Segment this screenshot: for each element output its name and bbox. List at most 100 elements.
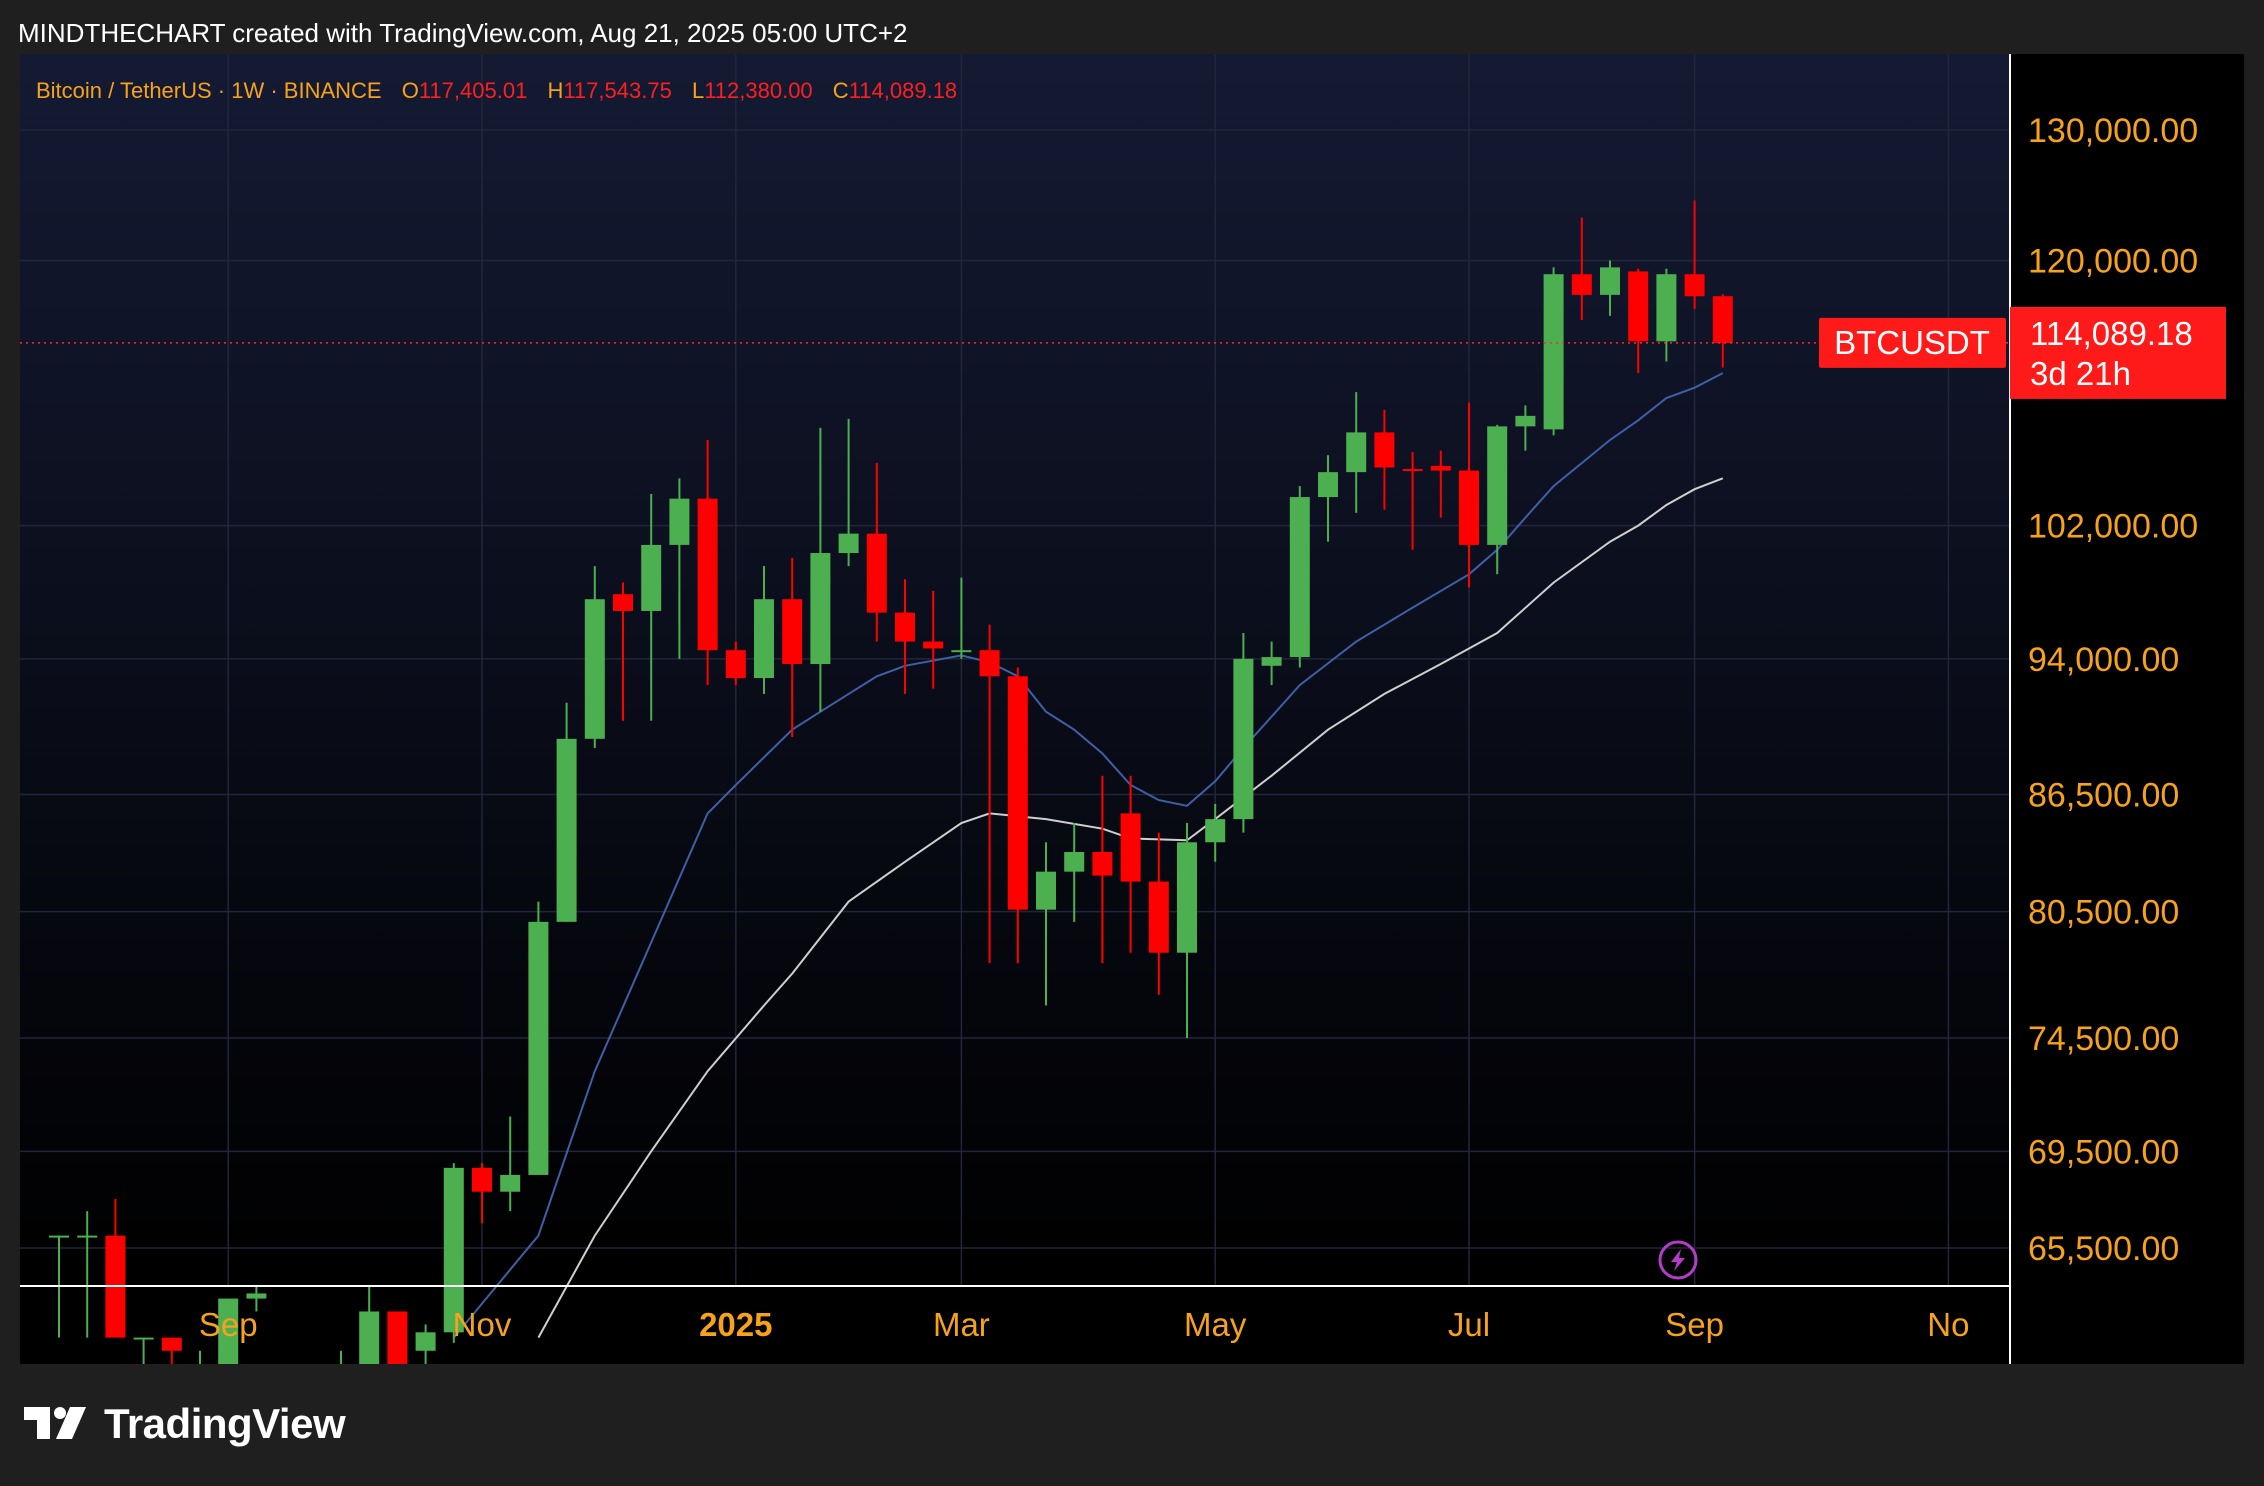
x-tick-label-5: Jul [1448,1306,1490,1343]
candle-41 [1205,803,1226,862]
x-tick-label-7: No [1927,1306,1969,1343]
candle-body-45 [1318,472,1338,498]
x-tick-label-4: May [1184,1306,1247,1343]
candle-body-44 [1289,497,1310,658]
candle-body-22 [669,498,690,545]
x-tick-label-2: 2025 [699,1306,772,1343]
candle-body-20 [613,594,633,611]
symbol-tag: BTCUSDT [1834,324,1990,361]
candle-body-48 [1402,469,1423,472]
candle-body-58 [1684,274,1705,297]
candle-45 [1318,455,1338,542]
candle-body-47 [1374,432,1395,468]
price-tag-countdown: 3d 21h [2030,355,2131,392]
x-tick-label-6: Sep [1665,1306,1724,1343]
candle-56 [1628,268,1649,374]
x-tick-label-3: Mar [933,1306,990,1343]
candle-36 [1064,822,1085,922]
candle-55 [1600,260,1620,316]
legend-o-label: O [402,78,419,103]
lightning-icon[interactable] [1658,1240,1698,1280]
legend-l-label: L [692,78,704,103]
price-chart[interactable]: 130,000.00 120,000.00 102,000.00 94,000.00 8… [20,54,2244,1364]
candle-25 [754,566,774,694]
candle-58 [1684,200,1705,309]
candle-38 [1120,775,1141,953]
legend-line: Bitcoin / TetherUS · 1W · BINANCE O117,4… [36,78,957,103]
x-tick-label-1: Nov [453,1306,512,1343]
candle-43 [1261,641,1282,686]
candle-44 [1289,486,1310,668]
candle-20 [613,582,633,721]
last-price-tag: BTCUSDT 114,089.18 3d 21h [1819,306,2226,399]
candle-5 [199,1350,201,1364]
candle-4 [161,1337,182,1364]
candle-body-25 [754,599,774,679]
candle-body-19 [584,599,605,739]
candle-body-26 [782,599,803,665]
candle-46 [1346,392,1367,513]
candle-body-15 [472,1167,492,1192]
candle-body-3 [133,1337,154,1340]
candle-57 [1656,268,1677,362]
tradingview-logo: TradingView [24,1400,346,1448]
candle-body-46 [1346,432,1367,473]
candle-42 [1233,633,1254,833]
candle-body-6 [218,1298,239,1364]
y-tick-label-3: 94,000.00 [2028,641,2179,679]
candle-body-57 [1656,274,1677,342]
candle-49 [1430,450,1451,518]
chart-author-header: MINDTHECHART created with TradingView.co… [18,18,908,48]
grid-lines [20,54,2010,1286]
candle-14 [443,1163,464,1343]
candle-body-35 [1036,871,1056,910]
candle-16 [500,1116,521,1212]
candle-body-41 [1205,819,1226,843]
plot-background [20,54,2010,1286]
candle-body-34 [1007,676,1028,910]
candle-23 [697,439,718,686]
y-tick-label-8: 65,500.00 [2028,1230,2179,1268]
candle-body-11 [359,1311,380,1364]
legend-symbol: Bitcoin / TetherUS · 1W · BINANCE [36,78,382,103]
candle-body-55 [1600,267,1620,295]
candle-body-42 [1233,658,1254,820]
candle-body-59 [1712,296,1733,343]
legend-close: 114,089.18 [849,78,957,103]
candle-body-7 [246,1293,267,1299]
candle-body-52 [1515,415,1536,427]
candle-1 [77,1211,98,1338]
candle-12 [387,1311,408,1364]
candle-28 [838,418,859,567]
candle-32 [951,577,972,659]
candle-33 [979,624,1000,964]
y-axis-labels: 130,000.00 120,000.00 102,000.00 94,000.00 8… [2028,112,2198,1268]
candle-21 [641,493,662,721]
candle-24 [725,641,746,686]
symbol-tag-bg [1819,317,2006,368]
y-tick-label-1: 120,000.00 [2028,243,2198,281]
candle-59 [1712,294,1733,368]
candle-7 [246,1285,267,1312]
y-tick-label-6: 74,500.00 [2028,1020,2179,1058]
candle-body-30 [895,612,915,642]
legend-high: 117,543.75 [563,78,671,103]
candle-body-16 [500,1174,521,1192]
tradingview-logo-icon [24,1407,86,1439]
candles [49,200,1733,1364]
candle-body-32 [951,650,972,653]
candle-body-23 [697,498,718,651]
candle-11 [359,1285,380,1364]
candle-6 [218,1298,239,1364]
candle-body-53 [1543,274,1564,430]
y-tick-label-2: 102,000.00 [2028,508,2198,546]
candle-15 [472,1163,492,1224]
legend-c-label: C [833,78,849,103]
candle-54 [1571,217,1592,321]
candle-3 [133,1337,154,1364]
candle-17 [528,901,549,1175]
candle-18 [556,702,577,922]
candle-body-49 [1430,465,1451,471]
candle-53 [1543,267,1564,436]
candle-40 [1177,822,1197,1039]
